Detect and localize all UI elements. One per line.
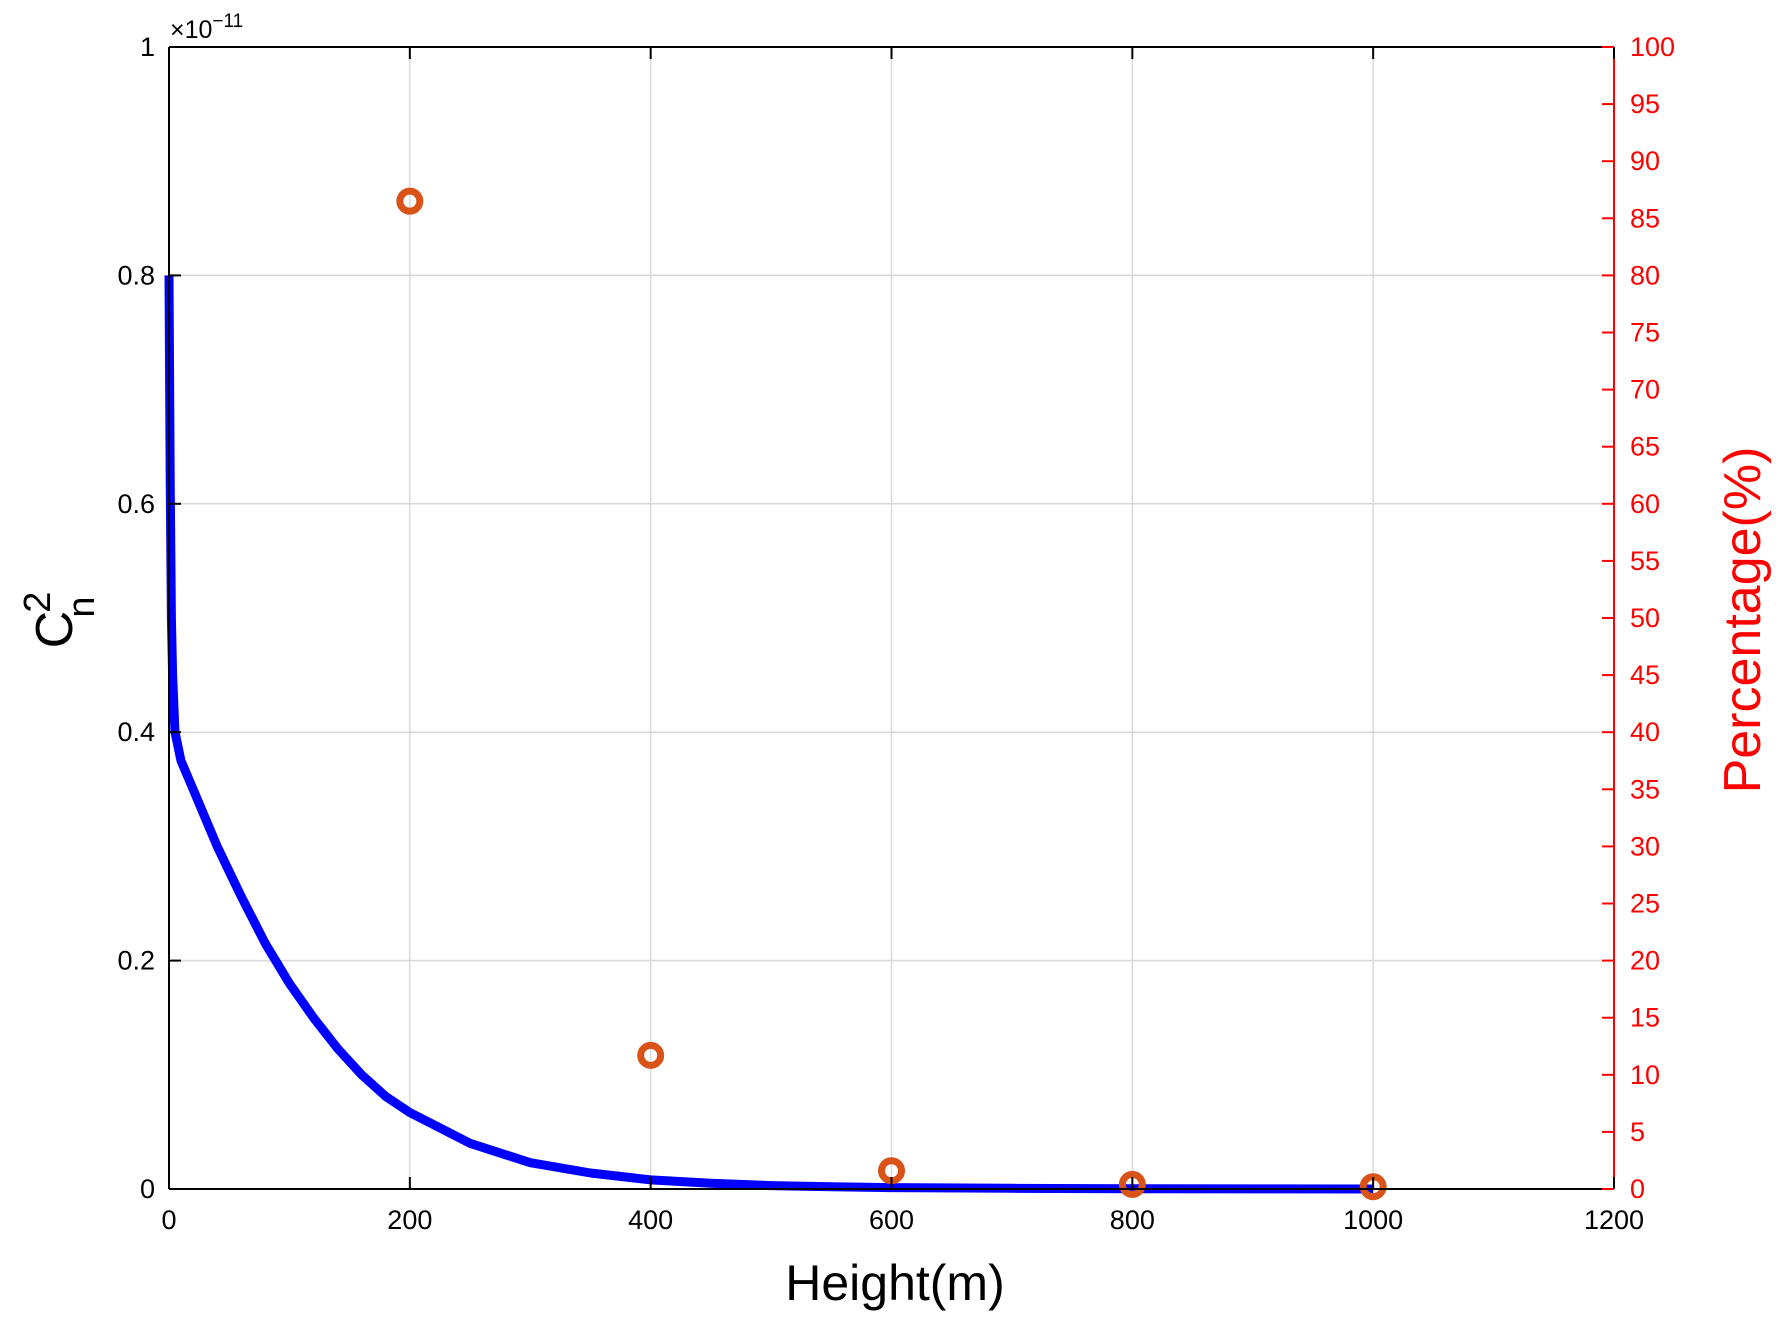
y-tick-label: 0 (140, 1174, 155, 1204)
y2-tick-label: 40 (1630, 717, 1660, 747)
y2-tick-label: 25 (1630, 889, 1660, 919)
y-exponent-label: ×10−11 (170, 11, 243, 44)
y2-tick-label: 30 (1630, 831, 1660, 861)
y2-tick-label: 90 (1630, 146, 1660, 176)
x-ticks: 0 200 400 600 800 1000 1200 (161, 47, 1644, 1235)
y2-tick-label: 5 (1630, 1117, 1645, 1147)
y2-tick-label: 45 (1630, 660, 1660, 690)
y2-tick-label: 35 (1630, 774, 1660, 804)
y-axis-title: C2n (17, 592, 103, 649)
y2-tick-label: 95 (1630, 89, 1660, 119)
x-axis-title: Height(m) (785, 1255, 1004, 1311)
y-tick-label: 0.4 (117, 717, 155, 747)
x-tick-label: 0 (161, 1205, 176, 1235)
y-axis-title-sub: 2 (17, 592, 59, 613)
scatter-point (637, 1041, 665, 1069)
y-exponent-prefix: ×10 (170, 16, 212, 44)
y2-tick-label: 80 (1630, 260, 1660, 290)
y2-tick-label: 0 (1630, 1174, 1645, 1204)
series-line-cn2 (164, 275, 1374, 1194)
scatter-point (1118, 1170, 1146, 1198)
y-tick-label: 0.8 (117, 260, 155, 290)
x-tick-label: 400 (628, 1205, 673, 1235)
y2-tick-label: 100 (1630, 32, 1675, 62)
y2-tick-label: 10 (1630, 1060, 1660, 1090)
y-ticks: 0 0.2 0.4 0.6 0.8 1 (117, 32, 181, 1204)
y2-axis-title: Percentage(%) (1714, 447, 1772, 794)
y2-tick-label: 20 (1630, 946, 1660, 976)
x-tick-label: 600 (869, 1205, 914, 1235)
y-axis-title-sup: n (61, 597, 103, 618)
y2-tick-label: 65 (1630, 432, 1660, 462)
y2-tick-label: 70 (1630, 375, 1660, 405)
scatter-point (396, 187, 424, 215)
y-axis-title-base: C (26, 611, 84, 649)
svg-text:C2n: C2n (17, 592, 103, 649)
y-tick-label: 0.2 (117, 946, 155, 976)
y2-tick-label: 75 (1630, 318, 1660, 348)
y2-tick-label: 60 (1630, 489, 1660, 519)
y2-tick-label: 50 (1630, 603, 1660, 633)
y2-tick-label: 55 (1630, 546, 1660, 576)
x-tick-label: 1200 (1584, 1205, 1644, 1235)
y-exponent-value: −11 (212, 11, 243, 32)
y-tick-label: 1 (140, 32, 155, 62)
y-tick-label: 0.6 (117, 489, 155, 519)
y2-tick-label: 15 (1630, 1003, 1660, 1033)
x-tick-label: 800 (1110, 1205, 1155, 1235)
series-scatter-percentage (396, 187, 1387, 1201)
y2-ticks: 0 5 10 15 20 25 30 35 40 45 50 55 60 65 70 75 80 85 90 95 10… (1602, 32, 1675, 1204)
grid-lines (169, 47, 1614, 1189)
series-line-path (164, 275, 1374, 1194)
scatter-point (1359, 1173, 1387, 1201)
x-tick-label: 200 (387, 1205, 432, 1235)
y2-tick-label: 85 (1630, 203, 1660, 233)
x-tick-label: 1000 (1343, 1205, 1403, 1235)
